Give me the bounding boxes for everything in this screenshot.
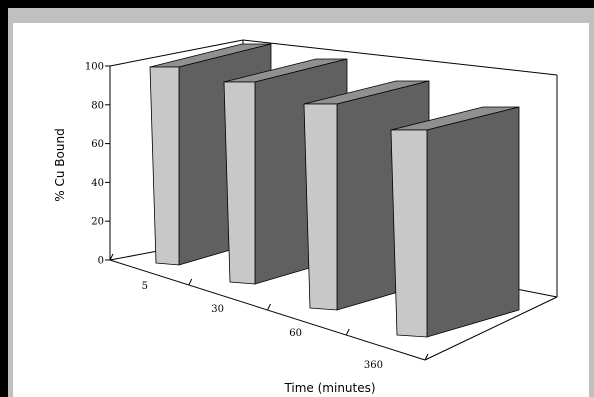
bar-front-face bbox=[390, 129, 428, 338]
x-tick-mark bbox=[345, 328, 350, 336]
floor-right bbox=[424, 296, 558, 361]
back-wall-top-right bbox=[242, 39, 558, 76]
y-tick-label: 40 bbox=[91, 178, 104, 189]
x-tick-label: 30 bbox=[211, 304, 224, 315]
x-tick-mark bbox=[424, 353, 429, 361]
x-ticks: 5 30 60 360 bbox=[109, 253, 429, 371]
y-tick-label: 0 bbox=[98, 256, 104, 267]
x-tick-label: 5 bbox=[142, 281, 148, 292]
back-wall-top bbox=[109, 39, 244, 67]
bars bbox=[149, 43, 520, 338]
bar-front-face bbox=[149, 66, 180, 266]
x-tick-label: 60 bbox=[289, 328, 302, 339]
y-ticks: 0 20 40 60 80 100 bbox=[85, 62, 110, 267]
bar-side-face bbox=[426, 106, 520, 338]
y-tick-label: 20 bbox=[91, 217, 104, 228]
bar-front-face bbox=[223, 81, 256, 285]
x-tick-label: 360 bbox=[364, 360, 383, 371]
y-tick-label: 60 bbox=[91, 139, 104, 150]
x-axis-title: Time (minutes) bbox=[283, 381, 375, 395]
x-tick-mark bbox=[109, 253, 114, 261]
x-tick-mark bbox=[267, 303, 271, 311]
bar-front-face bbox=[303, 103, 338, 311]
y-tick-label: 100 bbox=[85, 62, 104, 73]
frame-top-border bbox=[0, 0, 594, 8]
y-axis-title: % Cu Bound bbox=[53, 128, 67, 201]
frame-left-border bbox=[0, 0, 8, 397]
bar-360 bbox=[390, 106, 520, 338]
y-tick-label: 80 bbox=[91, 100, 104, 111]
x-tick-mark bbox=[188, 278, 193, 286]
